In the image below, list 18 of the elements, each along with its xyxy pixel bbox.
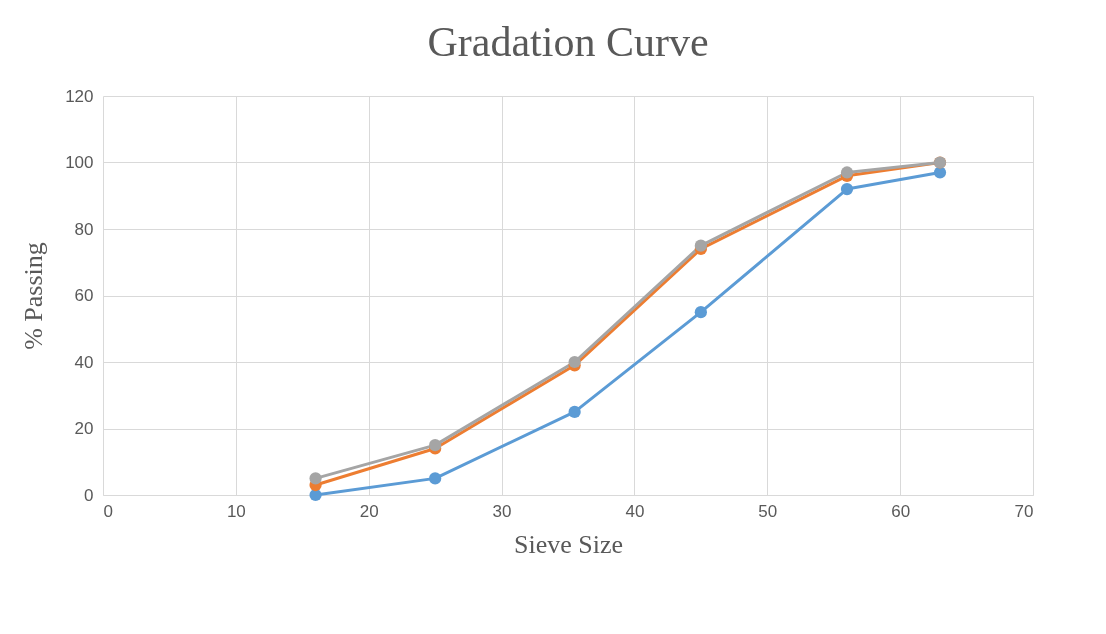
y-tick-label: 120 xyxy=(65,86,94,106)
x-tick-label: 10 xyxy=(226,501,246,521)
x-tick-label: 70 xyxy=(1014,501,1034,521)
x-tick-label: 0 xyxy=(103,501,113,521)
y-tick-label: 100 xyxy=(65,153,94,172)
x-axis-title: Sieve Size xyxy=(513,529,624,559)
y-tick-label: 20 xyxy=(74,419,94,438)
chart-title: Gradation Curve xyxy=(427,19,709,65)
y-tick-label: 80 xyxy=(74,219,94,239)
y-axis-title: % Passing xyxy=(19,242,49,350)
x-tick-label: 30 xyxy=(492,501,512,521)
y-tick-label: 40 xyxy=(74,352,94,372)
x-tick-label: 20 xyxy=(359,501,379,521)
x-tick-label: 40 xyxy=(625,501,645,521)
y-tick-label: 0 xyxy=(84,485,94,505)
y-tick-label: 60 xyxy=(74,286,94,305)
x-tick-label: 60 xyxy=(891,501,911,521)
x-tick-label: 50 xyxy=(758,501,778,521)
